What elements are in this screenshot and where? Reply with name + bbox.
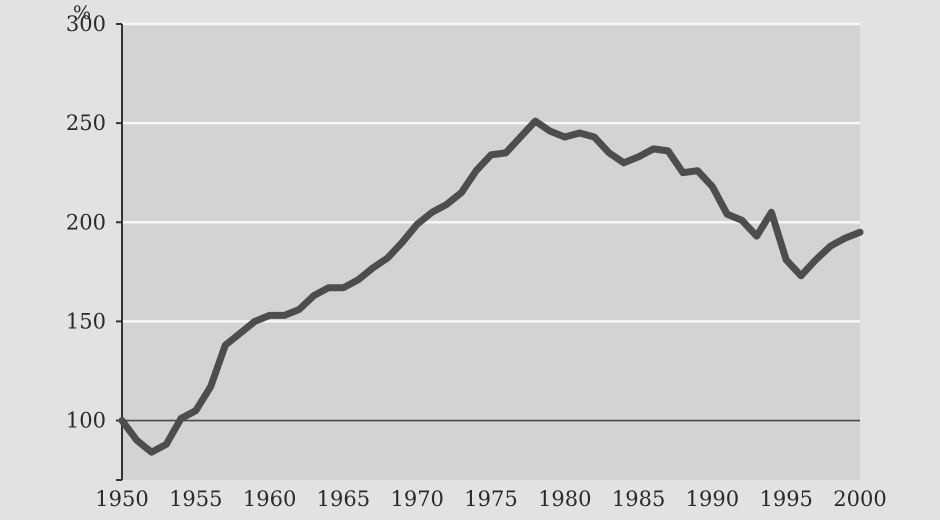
y-tick-label-300: 300 [66,12,106,36]
x-tick-label-1955: 1955 [169,487,222,511]
y-tick-label-100: 100 [66,409,106,433]
x-tick-label-1960: 1960 [243,487,296,511]
x-tick-label-1970: 1970 [390,487,443,511]
y-axis-ticks: 100 150 200 250 300 [66,12,122,481]
x-tick-label-1990: 1990 [686,487,739,511]
plot-area [122,24,860,480]
series-line-0 [118,117,864,456]
x-tick-label-2000: 2000 [833,487,886,511]
x-tick-label-1965: 1965 [317,487,370,511]
x-axis-ticks: 1950 1955 1960 1965 1970 1975 1980 1985 1990 1995… [95,487,886,511]
x-tick-label-1950: 1950 [95,487,148,511]
y-tick-label-250: 250 [66,111,106,135]
gridlines [122,22,860,323]
y-tick-label-200: 200 [66,210,106,234]
x-tick-label-1985: 1985 [612,487,665,511]
y-axis-unit-label: % [73,2,91,24]
x-tick-label-1995: 1995 [759,487,812,511]
x-tick-label-1975: 1975 [464,487,517,511]
y-tick-label-150: 150 [66,309,106,333]
x-tick-label-1980: 1980 [538,487,591,511]
series-group [118,117,864,456]
